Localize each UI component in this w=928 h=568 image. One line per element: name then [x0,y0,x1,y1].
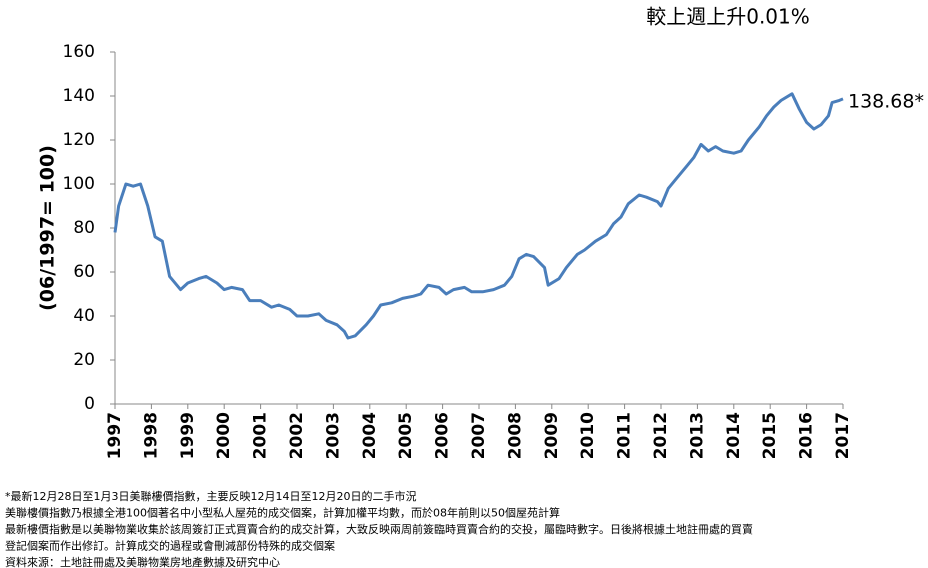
y-tick-label: 60 [73,262,95,282]
y-tick-label: 80 [73,218,95,238]
y-tick-label: 100 [63,174,95,194]
y-tick-label: 120 [63,130,95,150]
x-tick-label: 1997 [105,412,125,459]
y-tick-label: 160 [63,42,95,62]
value-label: 138.68* [848,90,924,112]
x-tick-label: 1999 [178,412,198,459]
x-tick-label: 2014 [724,412,744,459]
x-tick-label: 2012 [651,412,671,459]
chart-title: 較上週上升0.01% [646,5,810,29]
x-tick-label: 2013 [687,412,707,459]
footnote: 最新樓價指數是以美聯物業收集於該周簽訂正式買賣合約的成交計算，大致反映兩周前簽臨… [5,522,753,536]
y-tick-label: 20 [73,350,95,370]
footnote: 登記個案而作出修訂。計算成交的過程或會刪減部份特殊的成交個案 [5,539,335,553]
data-line [113,92,844,340]
x-tick-label: 2004 [360,412,380,459]
x-tick-label: 2011 [615,412,635,459]
x-tick-label: 2010 [578,412,598,459]
x-tick-label: 2002 [287,412,307,459]
x-tick-label: 1998 [141,412,161,459]
x-tick-label: 2015 [760,412,780,459]
x-tick-label: 2006 [433,412,453,459]
x-tick-label: 2005 [396,412,416,459]
x-tick-label: 2016 [797,412,817,459]
x-tick-label: 2001 [251,412,271,459]
x-tick-label: 2000 [214,412,234,459]
footnote: 資料來源：土地註冊處及美聯物業房地產數據及研究中心 [5,555,280,568]
y-axis-label: (06/1997= 100) [37,145,59,311]
y-tick-label: 140 [63,86,95,106]
y-tick-label: 40 [73,306,95,326]
footnote: 美聯樓價指數乃根據全港100個著名中小型私人屋苑的成交個案，計算加權平均數，而於… [5,506,560,520]
x-tick-label: 2003 [323,412,343,459]
x-tick-label: 2009 [542,412,562,459]
x-tick-label: 2007 [469,412,489,459]
y-tick-label: 0 [84,394,95,414]
x-tick-label: 2017 [833,412,853,459]
footnote: *最新12月28日至1月3日美聯樓價指數，主要反映12月14日至12月20日的二… [5,489,416,503]
x-tick-label: 2008 [505,412,525,459]
